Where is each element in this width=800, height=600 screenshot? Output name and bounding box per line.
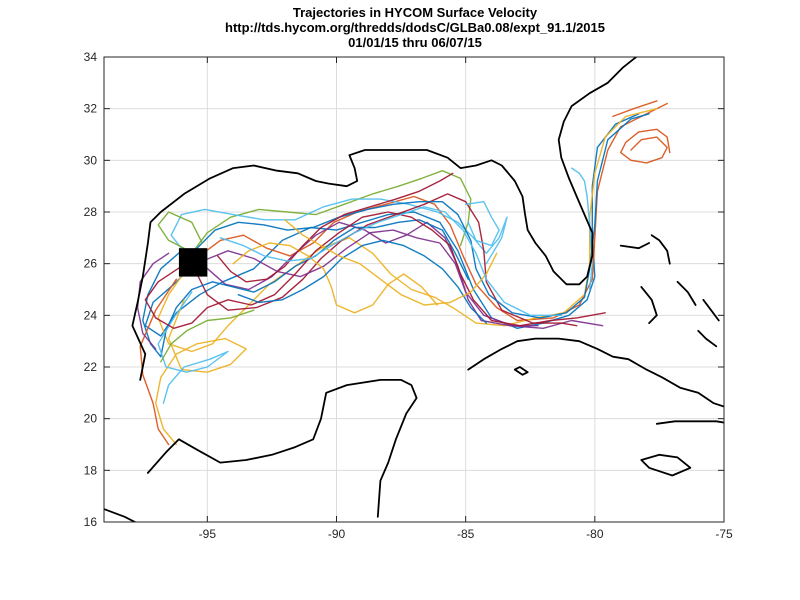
coastline-gulf-coast: [147, 379, 418, 518]
y-tick-label: 34: [84, 50, 98, 64]
trajectory-path: [196, 193, 578, 327]
trajectory-path: [170, 198, 508, 265]
plot-background: [104, 57, 724, 522]
trajectory-path: [139, 278, 177, 446]
y-tick-label: 26: [84, 257, 98, 271]
coastline-bahamas-2: [650, 234, 671, 265]
trajectory-path: [284, 219, 498, 306]
trajectory-path: [204, 221, 604, 329]
trajectory-path: [142, 219, 469, 358]
axes-box: [103, 56, 725, 523]
coastline-bahamas-5: [702, 298, 720, 322]
trajectory-path: [219, 206, 562, 316]
trajectory-layer: [136, 100, 671, 446]
trajectory-path: [157, 291, 229, 404]
trajectory-path: [570, 167, 593, 291]
coastline-cuba: [467, 337, 724, 408]
y-tick-label: 20: [84, 412, 98, 426]
figure-title: Trajectories in HYCOM Surface Velocity h…: [225, 5, 605, 50]
x-tick-label: -75: [715, 527, 733, 541]
coastline-northern-coast: [131, 57, 638, 381]
y-tick-label: 30: [84, 153, 98, 167]
x-tick-label: -95: [199, 527, 217, 541]
trajectory-path: [160, 309, 255, 363]
plot-area: -95 -90 -85 -80 -75 16 18 20 22 24 26 28 30 32 34: [84, 50, 733, 541]
x-tick-label: -80: [586, 527, 604, 541]
y-tick-label: 18: [84, 463, 98, 477]
trajectory-path: [217, 172, 454, 283]
y-tick-label: 32: [84, 102, 98, 116]
coastline-bahamas-6: [697, 329, 718, 348]
y-tick-label: 24: [84, 308, 98, 322]
trajectory-path: [237, 239, 487, 324]
coastline-jamaica: [640, 453, 692, 477]
trajectory-path: [191, 170, 472, 254]
trajectory-path: [144, 211, 606, 329]
trajectory-path: [232, 242, 438, 314]
title-line-1: Trajectories in HYCOM Surface Velocity: [293, 5, 538, 20]
x-tick-label: -90: [328, 527, 346, 541]
x-tick-labels: -95 -90 -85 -80 -75: [199, 527, 733, 541]
trajectory-path: [157, 211, 203, 249]
coastline-layer: [104, 57, 724, 522]
trajectory-path: [612, 100, 658, 118]
coastline-bahamas-4: [676, 280, 697, 306]
coastline-bahamas-1: [619, 242, 650, 250]
trajectory-path: [201, 229, 539, 327]
y-tick-label: 28: [84, 205, 98, 219]
release-region-marker: [178, 248, 208, 277]
x-tick-label: -85: [457, 527, 475, 541]
coastline-cuba-south: [655, 420, 724, 425]
title-line-3: 01/01/15 thru 06/07/15: [348, 35, 482, 50]
y-tick-labels: 16 18 20 22 24 26 28 30 32 34: [84, 50, 98, 529]
trajectory-path: [196, 113, 650, 319]
y-tick-label: 16: [84, 515, 98, 529]
coastline-bahamas-3: [640, 286, 658, 324]
axis-ticks: [104, 56, 725, 523]
y-tick-label: 22: [84, 360, 98, 374]
coastline-isla-juventud: [513, 366, 529, 376]
trajectory-path: [465, 201, 500, 247]
trajectory-path: [620, 128, 671, 164]
trajectory-path: [157, 108, 658, 353]
coastline-yucatan-coast: [104, 508, 136, 522]
title-line-2: http://tds.hycom.org/thredds/dodsC/GLBa0…: [225, 20, 605, 35]
